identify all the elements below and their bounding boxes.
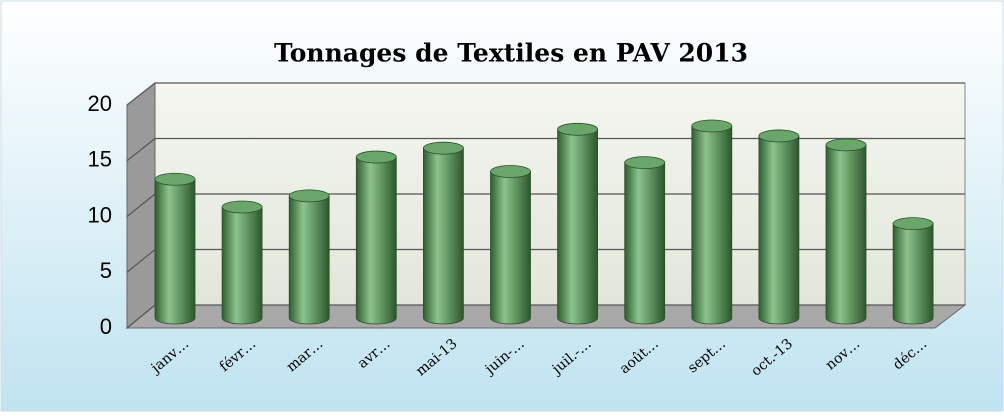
bar-body <box>423 147 464 325</box>
bar <box>624 156 666 325</box>
bar-body <box>355 156 397 325</box>
bar-body <box>691 125 733 325</box>
bar <box>557 122 598 325</box>
bar-top <box>154 172 196 186</box>
bar-body <box>154 178 196 325</box>
y-tick-label: 0 <box>100 314 112 339</box>
bar-body <box>490 171 531 325</box>
bar-top <box>355 150 397 164</box>
y-tick-label: 5 <box>100 258 112 283</box>
bar <box>221 200 263 325</box>
chart-title: Tonnages de Textiles en PAV 2013 <box>274 39 748 68</box>
bar <box>825 138 867 325</box>
bar <box>422 141 464 325</box>
bar-top <box>758 129 800 143</box>
bar-body <box>825 144 867 325</box>
bar-body <box>557 128 598 325</box>
bar-top <box>288 189 330 203</box>
bar-top <box>221 200 263 214</box>
bar-top <box>422 141 464 155</box>
bar <box>490 165 531 325</box>
bar-top <box>691 119 733 133</box>
bar-body <box>892 223 934 325</box>
bar-body <box>221 206 263 325</box>
bar <box>758 129 800 325</box>
grid-line <box>126 249 156 273</box>
y-tick-label: 20 <box>88 91 112 116</box>
bar-top <box>892 217 934 231</box>
bar-top <box>825 138 867 152</box>
y-tick-label: 10 <box>88 202 112 227</box>
grid-line <box>126 304 156 329</box>
bar-top <box>557 122 598 136</box>
bar-top <box>490 165 531 178</box>
bar-body <box>288 195 330 325</box>
bar <box>691 119 733 325</box>
bar <box>288 189 330 325</box>
bar-body <box>624 162 666 325</box>
bar-body <box>758 135 800 325</box>
bar <box>355 150 397 325</box>
grid-line <box>126 82 156 106</box>
grid-line <box>126 193 156 217</box>
y-tick-label: 15 <box>88 147 112 172</box>
bar-top <box>624 156 666 170</box>
bar <box>892 217 934 325</box>
bar <box>154 172 196 325</box>
grid-line <box>126 138 156 162</box>
